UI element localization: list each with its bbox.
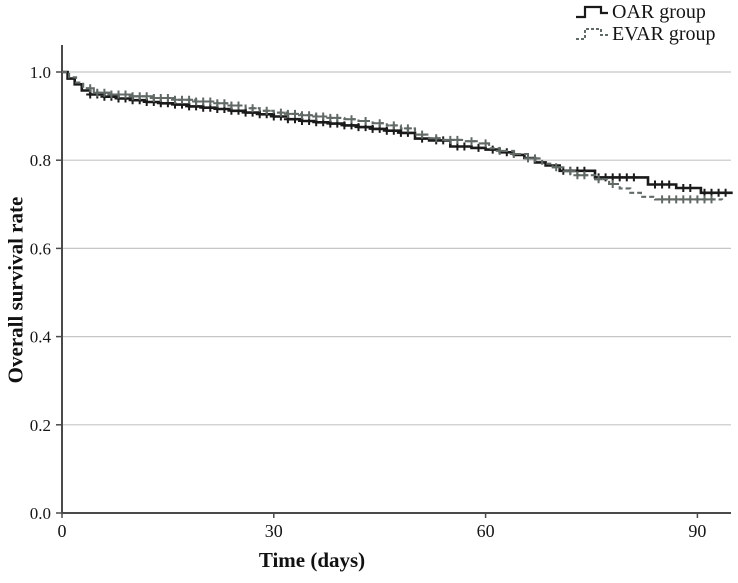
x-tick-label: 0 <box>58 521 67 541</box>
evar-step-line-icon <box>576 28 608 40</box>
x-axis-title: Time (days) <box>258 548 366 572</box>
oar-step-line-icon <box>576 5 608 19</box>
y-axis-title: Overall survival rate <box>3 196 28 384</box>
censor-marks-evar <box>86 84 716 204</box>
legend-item-evar: EVAR group <box>575 23 716 45</box>
x-tick-label: 60 <box>477 521 495 541</box>
axes <box>56 45 731 518</box>
x-tick-label: 90 <box>688 521 706 541</box>
legend-label-evar: EVAR group <box>612 23 716 45</box>
legend: OAR group EVAR group <box>575 1 716 45</box>
tick-labels: 0.0 0.2 0.4 0.6 0.8 1.0 0 30 60 90 <box>30 63 707 541</box>
x-tick-label: 30 <box>265 521 283 541</box>
legend-item-oar: OAR group <box>575 1 716 23</box>
legend-label-oar: OAR group <box>612 1 706 23</box>
y-tick-label: 0.2 <box>30 416 51 435</box>
survival-curve-evar <box>62 70 724 201</box>
y-tick-label: 0.8 <box>30 151 51 170</box>
y-tick-label: 1.0 <box>30 63 51 82</box>
y-tick-label: 0.6 <box>30 239 51 258</box>
gridlines <box>62 71 731 426</box>
series-curves <box>62 70 733 204</box>
y-tick-label: 0.4 <box>30 328 52 347</box>
y-tick-label: 0.0 <box>30 504 51 523</box>
censor-marks-oar <box>86 90 730 197</box>
